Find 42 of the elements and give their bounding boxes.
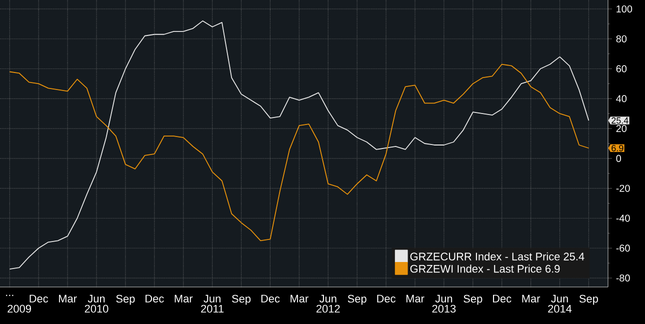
line-series: [9, 64, 590, 242]
x-tick-label: Jun: [551, 294, 568, 302]
x-tick-label: Sep: [116, 294, 135, 305]
x-tick-label: Dec: [30, 294, 48, 302]
x-tick-label: Mar: [522, 294, 540, 302]
annotation: 25.4: [612, 117, 628, 124]
y-tick-label: -60: [616, 244, 630, 252]
x2-tick-label: 2009: [8, 304, 31, 313]
y-tick-label: -20: [616, 184, 630, 192]
x-tick-label: Mar: [174, 294, 193, 302]
x-tick-label: Dec: [261, 294, 280, 302]
y-tick-label: 100: [616, 5, 632, 12]
x2-tick-label: 2013: [432, 304, 456, 313]
x2-tick-label: 2011: [201, 304, 224, 313]
x-tick-label: Mar: [59, 294, 77, 302]
x-tick-label: Jun: [204, 294, 220, 302]
y-tick-label: 80: [616, 35, 627, 42]
x-tick-label: Dec: [146, 294, 164, 302]
x-tick-label: Dec: [493, 294, 512, 302]
annotation: 6.9: [612, 144, 624, 152]
x-tick-label: Sep: [348, 294, 366, 305]
x-tick-label: Sep: [579, 294, 598, 305]
y-tick-label: -80: [616, 274, 630, 282]
x-tick-label: Jun: [319, 294, 336, 302]
y-tick-label: 0: [616, 154, 622, 162]
x-tick-label: ...: [6, 294, 14, 296]
y-tick-label: -40: [616, 214, 630, 222]
legend-label: GRZECURR Index - Last Price 25.4: [410, 252, 584, 260]
legend-label: GRZEWI Index - Last Price 6.9: [410, 264, 560, 273]
x2-tick-label: 2012: [316, 304, 340, 313]
y-tick-label: 20: [616, 125, 627, 132]
x-tick-label: Dec: [377, 294, 396, 302]
y-tick-label: 40: [616, 95, 627, 102]
y-tick-label: 60: [616, 65, 627, 72]
x2-tick-label: 2014: [548, 304, 572, 313]
x-tick-label: Mar: [290, 294, 308, 302]
x-tick-label: Sep: [232, 294, 251, 305]
x-tick-label: Jun: [88, 294, 105, 302]
x-tick-label: Jun: [435, 294, 452, 302]
x-tick-label: Mar: [406, 294, 424, 302]
x2-tick-label: 2010: [84, 304, 108, 313]
x-tick-label: Sep: [464, 294, 482, 305]
